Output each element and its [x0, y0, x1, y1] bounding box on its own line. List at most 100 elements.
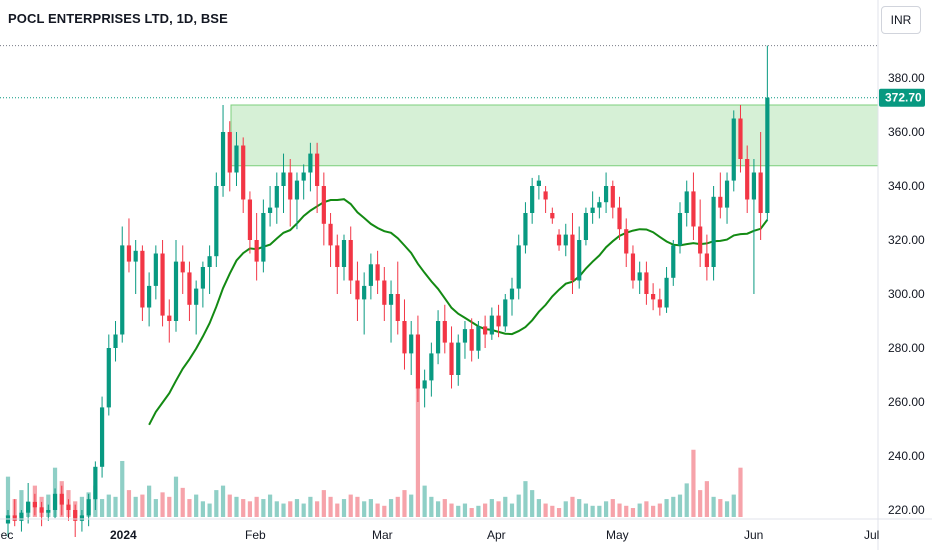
candle-body: [563, 234, 568, 246]
volume-bar: [550, 505, 555, 517]
candle: [751, 159, 757, 294]
candle: [388, 280, 394, 343]
candle-body: [147, 285, 152, 308]
candle: [637, 261, 642, 294]
time-tick-label: May: [606, 528, 629, 542]
candle: [429, 342, 434, 397]
volume-bar: [395, 496, 400, 517]
candle: [348, 226, 353, 294]
volume-bar: [375, 503, 380, 517]
candle: [120, 226, 125, 343]
candle-body: [234, 145, 239, 173]
volume-bar: [328, 496, 333, 517]
volume-bar: [583, 503, 589, 517]
volume-bar: [429, 496, 434, 517]
volume-bar: [180, 487, 185, 517]
candle-body: [12, 515, 17, 521]
volume-bar: [603, 501, 609, 517]
candle-body: [388, 294, 394, 305]
candle-body: [180, 261, 185, 273]
candle-body: [718, 196, 723, 208]
candle: [301, 164, 306, 200]
candle: [375, 250, 380, 294]
price-axis[interactable]: 220.00 240.00 260.00 280.00 300.00 320.00 340.…: [877, 0, 925, 550]
volume-bar: [657, 503, 662, 517]
volume-bar: [523, 481, 528, 517]
candle: [422, 369, 427, 408]
candle-body: [610, 186, 615, 208]
candle-body: [489, 315, 494, 335]
candle: [194, 280, 199, 335]
candle: [59, 485, 64, 516]
candle: [32, 493, 37, 516]
price-tick-label: 280.00: [888, 341, 925, 355]
candle-body: [637, 272, 642, 281]
volume-bar: [671, 496, 676, 517]
price-tick-label: 220.00: [888, 503, 925, 517]
candle: [503, 294, 508, 332]
candle: [355, 261, 360, 321]
candle: [530, 177, 535, 224]
volume-bar: [530, 490, 535, 517]
candle-body: [738, 118, 743, 159]
candle-body: [402, 321, 407, 354]
volume-bar: [503, 496, 508, 517]
candle: [483, 315, 488, 348]
volume-bar: [637, 503, 642, 517]
candle-body: [603, 186, 609, 203]
volume-bar: [133, 496, 138, 517]
candle: [556, 229, 562, 251]
candle-body: [577, 240, 582, 281]
candle-body: [671, 245, 676, 278]
volume-bar: [321, 490, 326, 517]
volume-bar: [651, 505, 656, 517]
candle-body: [476, 326, 481, 351]
candle-body: [348, 240, 353, 281]
candle: [624, 218, 629, 267]
candle: [509, 277, 515, 316]
candle: [133, 240, 138, 294]
volume-bar: [113, 496, 118, 517]
candle: [267, 186, 273, 227]
currency-button[interactable]: INR: [881, 6, 921, 34]
candle: [173, 240, 179, 332]
volume-layer: [5, 387, 743, 517]
candle-body: [214, 186, 219, 257]
candle-body: [422, 380, 427, 389]
candle: [745, 145, 750, 213]
volume-bar: [214, 490, 219, 517]
time-axis[interactable]: Dec 2024 Feb Mar Apr May Jun Jul: [0, 518, 932, 542]
volume-bar: [274, 501, 279, 517]
candle-body: [194, 288, 199, 305]
candle: [241, 137, 246, 213]
candle: [597, 196, 602, 219]
candle: [415, 315, 421, 402]
candle: [664, 267, 669, 313]
volume-bar: [415, 387, 421, 517]
volume-bar: [691, 449, 696, 517]
candle: [724, 172, 730, 224]
candle-body: [684, 191, 689, 213]
volume-bar: [355, 496, 360, 517]
volume-bar: [469, 508, 474, 517]
candle: [456, 334, 461, 386]
volume-bar: [442, 499, 447, 517]
candle-body: [462, 329, 468, 343]
candle-body: [624, 229, 629, 254]
volume-bar: [496, 501, 501, 517]
volume-bar: [173, 476, 179, 517]
candle: [113, 321, 118, 362]
volume-bar: [388, 499, 394, 517]
candle: [382, 267, 387, 321]
candle-body: [288, 172, 293, 200]
candle-body: [335, 245, 340, 267]
candle-body: [294, 180, 300, 200]
candle: [79, 510, 85, 532]
candle: [140, 245, 145, 321]
candle-body: [536, 180, 541, 186]
candle-body: [328, 223, 333, 246]
candle: [321, 172, 326, 246]
candle: [12, 499, 17, 527]
candle-body: [704, 253, 709, 267]
